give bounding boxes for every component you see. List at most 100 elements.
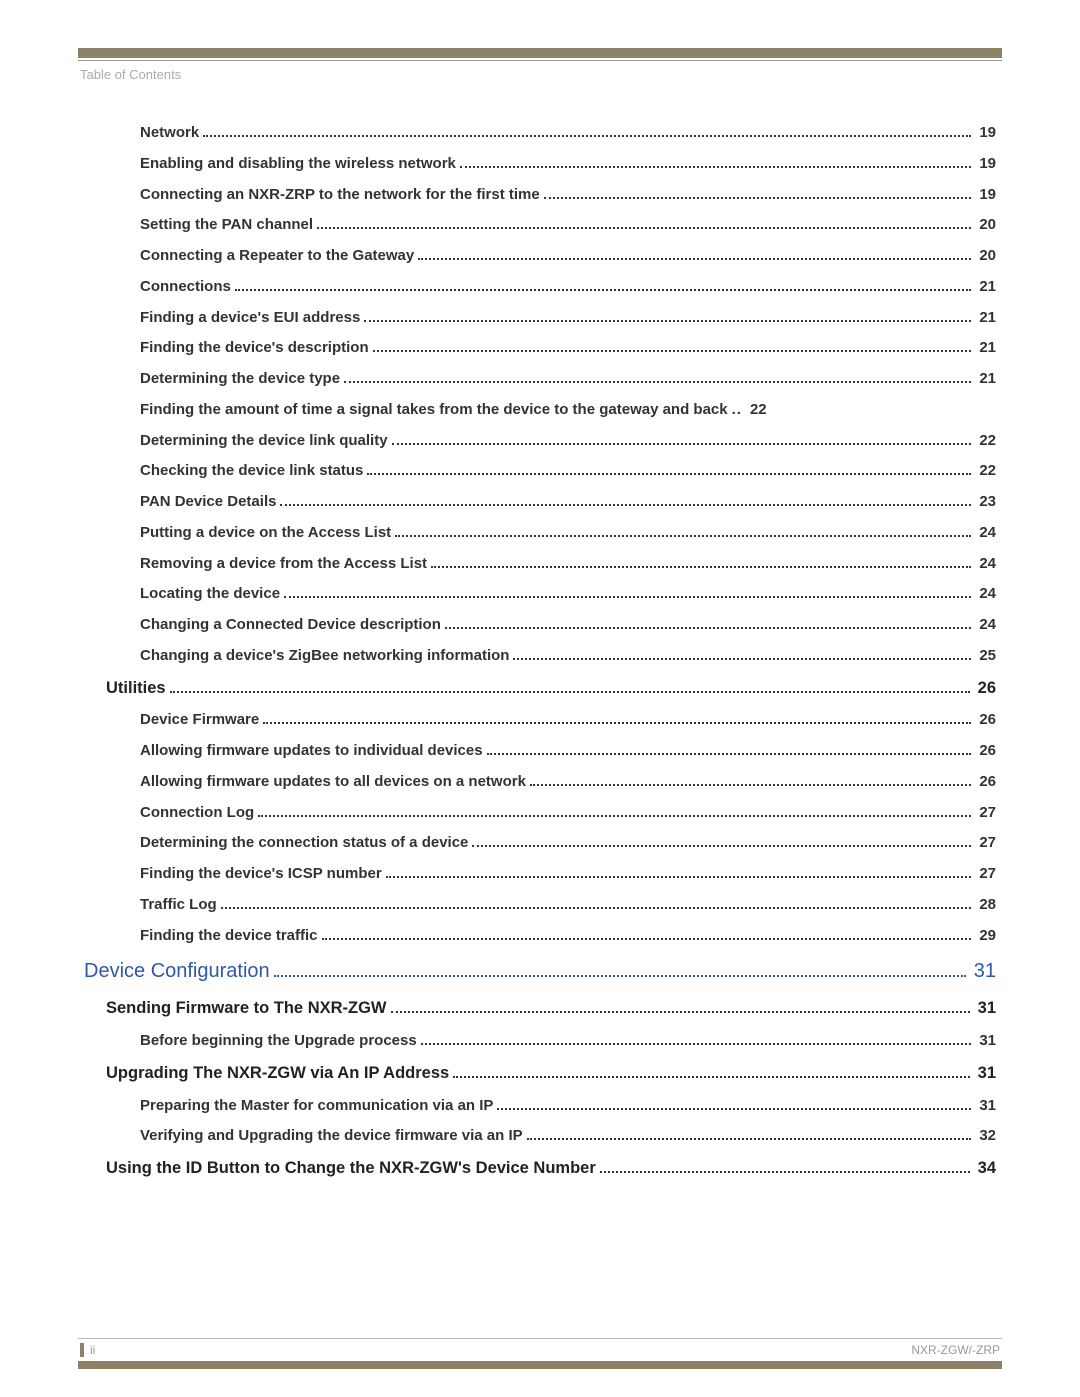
toc-entry-page: 25	[975, 641, 996, 672]
toc-entry[interactable]: Upgrading The NXR-ZGW via An IP Address 3…	[84, 1057, 996, 1091]
toc-entry-page: 23	[975, 487, 996, 518]
toc-entry[interactable]: Verifying and Upgrading the device firmw…	[84, 1121, 996, 1152]
toc-entry-page: 31	[974, 1057, 996, 1091]
toc-entry[interactable]: Determining the connection status of a d…	[84, 828, 996, 859]
toc-entry[interactable]: Using the ID Button to Change the NXR-ZG…	[84, 1152, 996, 1186]
header-rule	[78, 60, 1002, 61]
toc-entry-title: Allowing firmware updates to individual …	[140, 736, 483, 767]
toc-entry-page: 31	[970, 951, 996, 992]
toc-entry-title: Upgrading The NXR-ZGW via An IP Address	[106, 1057, 449, 1091]
toc-entry[interactable]: Determining the device type21	[84, 364, 996, 395]
toc-entry-page: 31	[975, 1026, 996, 1057]
toc-entry-page: 24	[975, 518, 996, 549]
toc-entry-page: 20	[975, 241, 996, 272]
toc-entry[interactable]: Putting a device on the Access List24	[84, 518, 996, 549]
toc-entry-title: PAN Device Details	[140, 487, 276, 518]
toc-entry-page: 27	[975, 859, 996, 890]
footer-page-number: ii	[90, 1343, 95, 1357]
toc-entry-title: Traffic Log	[140, 890, 217, 921]
toc-entry-title: Changing a Connected Device description	[140, 610, 441, 641]
toc-entry-page: 26	[974, 672, 996, 706]
toc-entry[interactable]: Removing a device from the Access List 24	[84, 549, 996, 580]
toc-entry[interactable]: Finding the device's description21	[84, 333, 996, 364]
toc-entry-page: 24	[975, 610, 996, 641]
toc-entry-title: Before beginning the Upgrade process	[140, 1026, 417, 1057]
toc-entry-title: Changing a device's ZigBee networking in…	[140, 641, 509, 672]
toc-entry-title: Sending Firmware to The NXR-ZGW	[106, 992, 387, 1026]
toc-entry-title: Finding the amount of time a signal take…	[140, 395, 728, 426]
footer-doc-code: NXR-ZGW/-ZRP	[911, 1343, 1000, 1357]
toc-entry-title: Allowing firmware updates to all devices…	[140, 767, 526, 798]
toc-entry-page: 34	[974, 1152, 996, 1186]
toc-entry[interactable]: Connection Log 27	[84, 798, 996, 829]
toc-entry-title: Connections	[140, 272, 231, 303]
toc-entry-page: 32	[975, 1121, 996, 1152]
toc-entry[interactable]: Finding the device's ICSP number 27	[84, 859, 996, 890]
toc-entry-title: Finding the device's description	[140, 333, 369, 364]
toc-entry-title: Locating the device	[140, 579, 280, 610]
toc-entry[interactable]: Before beginning the Upgrade process 31	[84, 1026, 996, 1057]
toc-entry[interactable]: Sending Firmware to The NXR-ZGW31	[84, 992, 996, 1026]
toc-entry[interactable]: Changing a device's ZigBee networking in…	[84, 641, 996, 672]
toc-entry[interactable]: Device Firmware 26	[84, 705, 996, 736]
toc-entry-page: 21	[975, 364, 996, 395]
toc-entry-title: Removing a device from the Access List	[140, 549, 427, 580]
toc-entry[interactable]: Allowing firmware updates to individual …	[84, 736, 996, 767]
toc-entry[interactable]: Changing a Connected Device description 2…	[84, 610, 996, 641]
toc-entry-page: 28	[975, 890, 996, 921]
header-bar	[78, 48, 1002, 58]
toc-entry-page: 19	[975, 180, 996, 211]
toc-entry-page: 19	[975, 149, 996, 180]
toc-entry-page: 24	[975, 579, 996, 610]
toc-entry[interactable]: PAN Device Details 23	[84, 487, 996, 518]
toc-entry-title: Connecting a Repeater to the Gateway	[140, 241, 414, 272]
toc-entry-page: 29	[975, 921, 996, 952]
toc-entry-page: 22	[975, 426, 996, 457]
toc-entry-page: 21	[975, 303, 996, 334]
toc-entry-title: Utilities	[106, 672, 166, 706]
toc-entry-page: 31	[975, 1091, 996, 1122]
toc-entry-title: Network	[140, 118, 199, 149]
toc-entry-title: Connection Log	[140, 798, 254, 829]
toc-entry[interactable]: Finding the amount of time a signal take…	[84, 395, 996, 426]
table-of-contents: Network 19 Enabling and disabling the wire…	[84, 118, 996, 1186]
toc-entry[interactable]: Allowing firmware updates to all devices…	[84, 767, 996, 798]
toc-entry[interactable]: Connecting a Repeater to the Gateway 20	[84, 241, 996, 272]
toc-entry-title: Enabling and disabling the wireless netw…	[140, 149, 456, 180]
toc-entry[interactable]: Determining the device link quality 22	[84, 426, 996, 457]
toc-entry[interactable]: Finding a device's EUI address 21	[84, 303, 996, 334]
toc-entry[interactable]: Connecting an NXR-ZRP to the network for…	[84, 180, 996, 211]
toc-entry-title: Checking the device link status	[140, 456, 363, 487]
toc-entry[interactable]: Finding the device traffic 29	[84, 921, 996, 952]
toc-entry-title: Determining the device link quality	[140, 426, 388, 457]
toc-entry[interactable]: Device Configuration31	[84, 951, 996, 992]
toc-entry-title: Finding a device's EUI address	[140, 303, 360, 334]
toc-entry[interactable]: Traffic Log 28	[84, 890, 996, 921]
toc-entry-title: Determining the connection status of a d…	[140, 828, 468, 859]
toc-entry-page: 20	[975, 210, 996, 241]
header-title: Table of Contents	[78, 67, 1002, 82]
toc-entry[interactable]: Network 19	[84, 118, 996, 149]
toc-entry-page: 19	[975, 118, 996, 149]
toc-entry-title: Preparing the Master for communication v…	[140, 1091, 493, 1122]
toc-entry-page: 22	[975, 456, 996, 487]
toc-entry-title: Verifying and Upgrading the device firmw…	[140, 1121, 523, 1152]
toc-entry[interactable]: Enabling and disabling the wireless netw…	[84, 149, 996, 180]
toc-entry-title: Connecting an NXR-ZRP to the network for…	[140, 180, 540, 211]
toc-entry-title: Using the ID Button to Change the NXR-ZG…	[106, 1152, 596, 1186]
toc-entry[interactable]: Utilities 26	[84, 672, 996, 706]
toc-entry-page: 26	[975, 736, 996, 767]
toc-entry[interactable]: Locating the device 24	[84, 579, 996, 610]
toc-entry-page: 26	[975, 705, 996, 736]
toc-entry[interactable]: Setting the PAN channel 20	[84, 210, 996, 241]
toc-entry-title: Setting the PAN channel	[140, 210, 313, 241]
toc-entry[interactable]: Preparing the Master for communication v…	[84, 1091, 996, 1122]
toc-entry-page: 27	[975, 798, 996, 829]
toc-entry-title: Device Firmware	[140, 705, 259, 736]
toc-entry-page: 24	[975, 549, 996, 580]
footer-tick-icon	[80, 1343, 84, 1357]
toc-entry-title: Finding the device traffic	[140, 921, 318, 952]
toc-entry-title: Finding the device's ICSP number	[140, 859, 382, 890]
toc-entry[interactable]: Connections21	[84, 272, 996, 303]
toc-entry[interactable]: Checking the device link status 22	[84, 456, 996, 487]
